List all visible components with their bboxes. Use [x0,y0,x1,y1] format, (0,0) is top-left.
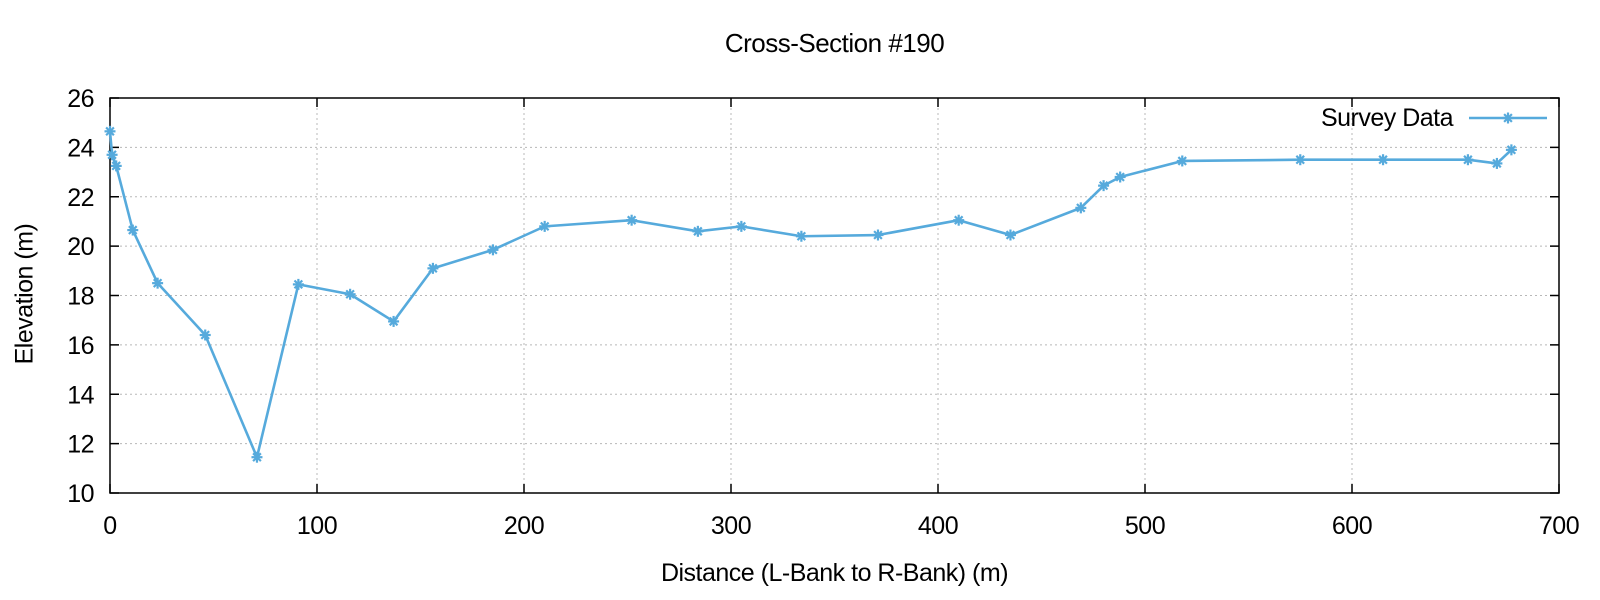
legend: Survey Data [1320,103,1547,132]
chart-title: Cross-Section #190 [724,28,945,58]
x-tick-label: 200 [504,512,544,540]
data-point-marker [1176,155,1188,167]
data-point-marker [344,288,356,300]
data-point-marker [104,125,116,137]
data-point-marker [872,229,884,241]
x-tick-label: 300 [711,512,751,540]
data-point-marker [1505,144,1517,156]
data-point-marker [251,451,263,463]
data-point-marker [735,220,747,232]
gridlines [110,98,1559,493]
data-point-marker [199,329,211,341]
y-tick-label: 22 [67,184,94,212]
data-point-marker [292,278,304,290]
tick-marks [109,97,1560,494]
x-tick-label: 500 [1125,512,1165,540]
data-point-marker [110,160,122,172]
data-point-marker [1004,229,1016,241]
x-tick-label: 100 [297,512,337,540]
legend-line-sample-icon [1469,112,1547,124]
series-survey-data [104,125,1517,463]
y-axis-label: Elevation (m) [10,223,39,365]
y-tick-label: 24 [67,134,94,162]
x-tick-label: 600 [1332,512,1372,540]
data-point-marker [1377,154,1389,166]
data-point-marker [1502,112,1514,124]
data-point-marker [1098,180,1110,192]
data-point-marker [1294,154,1306,166]
x-tick-label: 400 [918,512,958,540]
x-tick-label: 0 [103,512,116,540]
data-point-marker [539,220,551,232]
data-point-marker [1114,171,1126,183]
data-point-marker [953,214,965,226]
data-point-marker [127,224,139,236]
data-point-marker [487,244,499,256]
y-tick-label: 18 [67,283,94,311]
data-point-marker [388,315,400,327]
y-tick-label: 16 [67,332,94,360]
data-point-marker [1462,154,1474,166]
x-tick-label: 700 [1539,512,1579,540]
data-point-marker [427,262,439,274]
y-tick-label: 14 [67,381,94,409]
data-point-marker [1491,157,1503,169]
y-tick-label: 12 [67,431,94,459]
y-tick-labels: 10 12 14 16 18 20 22 24 26 [67,85,95,508]
data-point-marker [692,225,704,237]
x-tick-labels: 0 100 200 300 400 500 600 700 [103,512,1579,540]
y-tick-label: 10 [67,480,94,508]
x-axis-label: Distance (L-Bank to R-Bank) (m) [660,559,1009,587]
y-tick-label: 26 [67,85,94,113]
data-point-marker [152,277,164,289]
y-tick-label: 20 [67,233,94,261]
data-point-marker [626,214,638,226]
data-point-marker [1075,202,1087,214]
data-point-marker [106,149,118,161]
data-point-marker [795,230,807,242]
legend-series-label: Survey Data [1320,103,1454,132]
